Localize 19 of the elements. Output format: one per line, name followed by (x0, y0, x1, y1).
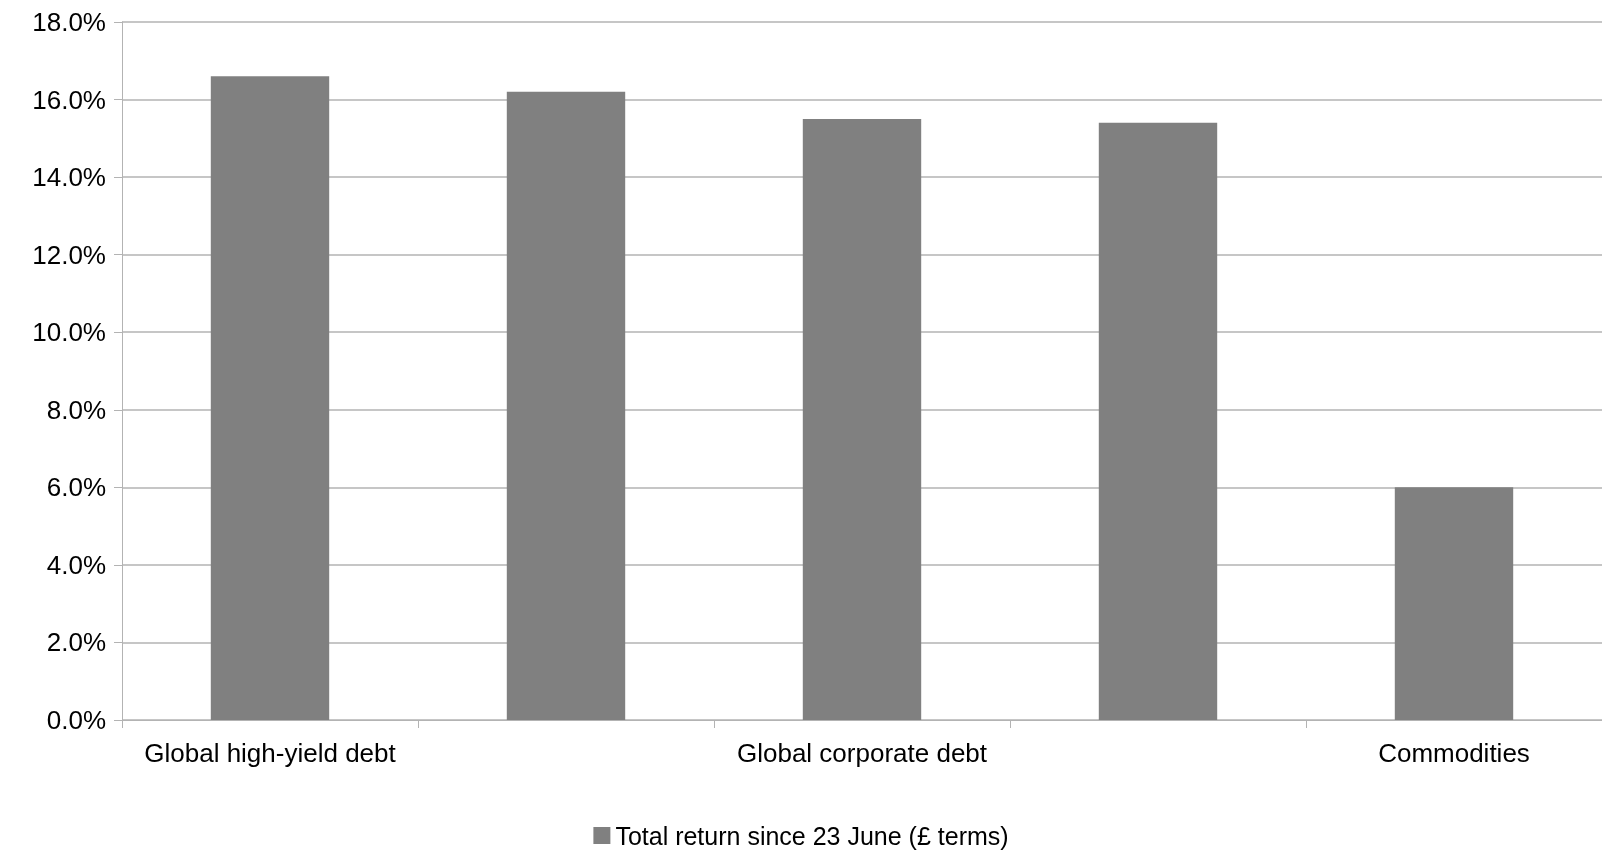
bar (506, 91, 626, 720)
x-tick-label: Global corporate debt (736, 738, 988, 768)
y-tick-label: 16.0% (32, 84, 106, 115)
bar (1394, 487, 1514, 720)
bar (1098, 122, 1218, 720)
y-tick-label: 6.0% (46, 472, 106, 503)
y-tick-label: 8.0% (46, 394, 106, 425)
y-tick-label: 4.0% (46, 549, 106, 580)
legend-label: Total return since 23 June (£ terms) (615, 821, 1009, 850)
y-tick-label: 2.0% (46, 627, 106, 658)
bar (802, 118, 922, 720)
y-tick-label: 14.0% (32, 162, 106, 193)
x-tick-label: Global high-yield debt (144, 738, 397, 768)
y-tick-label: 0.0% (46, 705, 106, 735)
x-tick-label: Commodities (1378, 738, 1530, 768)
y-tick-label: 12.0% (32, 239, 106, 270)
y-tick-label: 10.0% (32, 317, 106, 348)
y-tick-label: 18.0% (32, 7, 106, 37)
bar (210, 76, 330, 720)
